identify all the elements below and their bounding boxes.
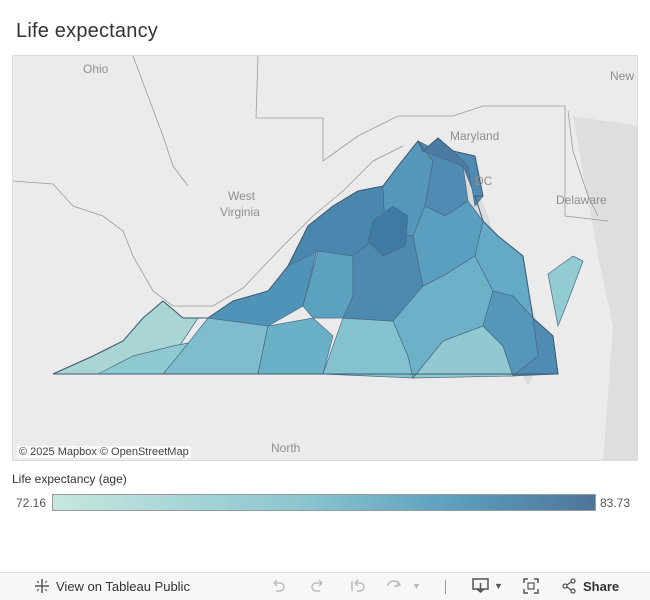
view-on-tableau-label: View on Tableau Public — [56, 578, 190, 594]
legend-min: 72.16 — [16, 496, 47, 510]
label-west-virginia-1: West — [228, 189, 256, 203]
atlantic-ocean — [573, 116, 637, 460]
undo-button[interactable] — [270, 578, 286, 594]
fullscreen-button[interactable] — [523, 578, 539, 594]
virginia-outline — [52, 137, 559, 375]
toolbar-divider — [445, 580, 446, 594]
download-button[interactable]: ▼ — [472, 578, 503, 594]
map-view[interactable]: Ohio West Virginia Maryland DC Delaware … — [12, 55, 638, 461]
share-button[interactable]: Share — [561, 578, 619, 594]
state-borders — [13, 56, 609, 307]
label-new: New — [610, 69, 635, 83]
share-label: Share — [583, 578, 620, 594]
download-icon — [472, 578, 490, 594]
redo-icon — [310, 578, 326, 594]
virginia-counties — [52, 137, 584, 379]
revert-button[interactable] — [350, 578, 366, 594]
redo-button[interactable] — [310, 578, 326, 594]
label-west-virginia-2: Virginia — [220, 205, 260, 219]
revert-icon — [350, 578, 366, 594]
fullscreen-icon — [523, 578, 539, 594]
view-on-tableau-button[interactable]: View on Tableau Public — [34, 578, 190, 594]
tableau-toolbar: View on Tableau Public ▼ ▼ Share — [0, 572, 650, 600]
undo-icon — [270, 578, 286, 594]
download-chevron-down-icon: ▼ — [494, 581, 503, 591]
share-icon — [561, 578, 577, 594]
legend-color-bar — [52, 494, 596, 511]
label-dc: DC — [475, 174, 493, 188]
label-maryland: Maryland — [450, 129, 500, 143]
legend-title: Life expectancy (age) — [12, 472, 127, 486]
label-ohio: Ohio — [83, 62, 109, 76]
legend-max: 83.73 — [600, 496, 631, 510]
page-title: Life expectancy — [16, 20, 158, 42]
label-north-carolina: North — [271, 441, 301, 455]
label-delaware: Delaware — [556, 193, 607, 207]
map-attribution[interactable]: © 2025 Mapbox © OpenStreetMap — [17, 446, 191, 458]
map-canvas[interactable] — [13, 56, 638, 461]
refresh-chevron-down-icon: ▼ — [412, 581, 421, 591]
refresh-icon — [386, 578, 402, 594]
refresh-button[interactable]: ▼ — [386, 578, 421, 594]
tableau-logo-icon — [34, 578, 50, 594]
